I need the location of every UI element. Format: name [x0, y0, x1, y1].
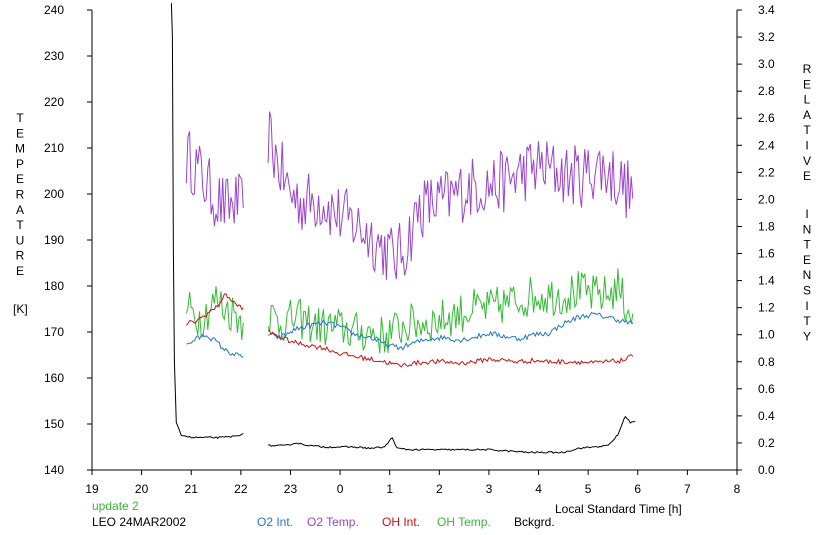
left-axis-title-letter: R — [16, 249, 25, 263]
right-tick-label: 3.2 — [758, 30, 775, 44]
right-axis-title-letter: T — [803, 238, 811, 252]
right-axis-title-letter: N — [803, 222, 812, 236]
left-axis-title-letter: U — [16, 233, 25, 247]
right-tick-label: 1.6 — [758, 247, 775, 261]
x-tick-label: 23 — [284, 482, 298, 496]
x-tick-label: 0 — [337, 482, 344, 496]
right-axis-title-letter: E — [803, 169, 811, 183]
left-axis-title-letter: T — [16, 218, 24, 232]
series-layer — [170, 3, 636, 454]
x-tick-label: 2 — [436, 482, 443, 496]
left-axis-title-letter: M — [15, 142, 25, 156]
right-axis-title-letter: S — [803, 284, 811, 298]
left-tick-label: 220 — [44, 95, 64, 109]
right-tick-label: 2.2 — [758, 165, 775, 179]
left-tick-label: 230 — [44, 49, 64, 63]
site-date: LEO 24MAR2002 — [92, 515, 186, 529]
x-tick-label: 20 — [135, 482, 149, 496]
axis-layer: 1401501601701801902002102202302400.00.20… — [44, 3, 775, 496]
right-axis-title-letter: T — [803, 123, 811, 137]
left-axis-title-letter: R — [16, 188, 25, 202]
right-tick-label: 0.2 — [758, 436, 775, 450]
left-axis-title-letter: A — [16, 203, 24, 217]
right-axis-title-letter: R — [803, 62, 812, 76]
plot-frame — [91, 10, 738, 471]
left-axis-unit: [K] — [13, 302, 28, 316]
left-tick-label: 180 — [44, 279, 64, 293]
right-axis-title-letter: E — [803, 77, 811, 91]
right-tick-label: 2.4 — [758, 138, 775, 152]
series-line-o2-temp — [267, 111, 634, 280]
right-axis-title-letter: V — [803, 154, 811, 168]
left-axis-title-letter: E — [16, 264, 24, 278]
series-line-bckgrd — [268, 415, 636, 454]
x-tick-label: 6 — [634, 482, 641, 496]
x-tick-label: 3 — [486, 482, 493, 496]
legend-entry: OH Temp. — [437, 515, 491, 529]
legend-entry: Bckgrd. — [514, 515, 555, 529]
series-line-o2-int — [267, 311, 634, 351]
series-line-oh-int — [185, 293, 244, 326]
right-tick-label: 0.0 — [758, 463, 775, 477]
right-tick-label: 1.2 — [758, 301, 775, 315]
right-axis-title-letter: E — [803, 253, 811, 267]
x-tick-label: 8 — [734, 482, 741, 496]
right-tick-label: 0.6 — [758, 382, 775, 396]
left-tick-label: 240 — [44, 3, 64, 17]
left-tick-label: 190 — [44, 233, 64, 247]
right-tick-label: 0.4 — [758, 409, 775, 423]
right-axis-title-letter: I — [805, 207, 808, 221]
left-tick-label: 150 — [44, 417, 64, 431]
x-tick-label: 22 — [234, 482, 248, 496]
right-tick-label: 1.8 — [758, 219, 775, 233]
legend-entry: O2 Temp. — [307, 515, 359, 529]
right-tick-label: 2.0 — [758, 192, 775, 206]
right-tick-label: 1.0 — [758, 328, 775, 342]
right-axis-title-letter: I — [805, 299, 808, 313]
x-axis-label: Local Standard Time [h] — [555, 502, 682, 516]
series-line-o2-int — [186, 333, 244, 358]
right-tick-label: 3.0 — [758, 57, 775, 71]
right-axis-title-letter: A — [803, 108, 811, 122]
right-axis-title-letter: N — [803, 268, 812, 282]
left-axis-title-letter: E — [16, 172, 24, 186]
right-axis-title-letter: Y — [803, 329, 811, 343]
left-tick-label: 210 — [44, 141, 64, 155]
x-tick-label: 1 — [386, 482, 393, 496]
left-tick-label: 200 — [44, 187, 64, 201]
left-tick-label: 160 — [44, 371, 64, 385]
series-line-bckgrd — [170, 3, 244, 439]
series-line-o2-temp — [185, 131, 244, 227]
right-tick-label: 2.8 — [758, 84, 775, 98]
series-line-oh-int — [267, 329, 634, 368]
right-axis-title-letter: I — [805, 139, 808, 153]
right-tick-label: 3.4 — [758, 3, 775, 17]
right-axis-title-letter: L — [804, 93, 811, 107]
right-axis-title-letter: T — [803, 314, 811, 328]
right-tick-label: 1.4 — [758, 274, 775, 288]
series-line-oh-temp — [185, 286, 244, 341]
update-note: update 2 — [92, 499, 139, 513]
left-tick-label: 170 — [44, 325, 64, 339]
x-tick-label: 21 — [185, 482, 199, 496]
x-tick-label: 4 — [535, 482, 542, 496]
legend-entry: OH Int. — [382, 515, 420, 529]
series-line-oh-temp — [267, 268, 634, 354]
left-tick-label: 140 — [44, 463, 64, 477]
left-axis-title-letter: T — [16, 111, 24, 125]
right-tick-label: 0.8 — [758, 355, 775, 369]
left-axis-title-letter: E — [16, 126, 24, 140]
legend-entry: O2 Int. — [257, 515, 293, 529]
x-tick-label: 19 — [85, 482, 99, 496]
left-axis-title-letter: P — [16, 157, 24, 171]
x-tick-label: 7 — [684, 482, 691, 496]
right-tick-label: 2.6 — [758, 111, 775, 125]
x-tick-label: 5 — [585, 482, 592, 496]
